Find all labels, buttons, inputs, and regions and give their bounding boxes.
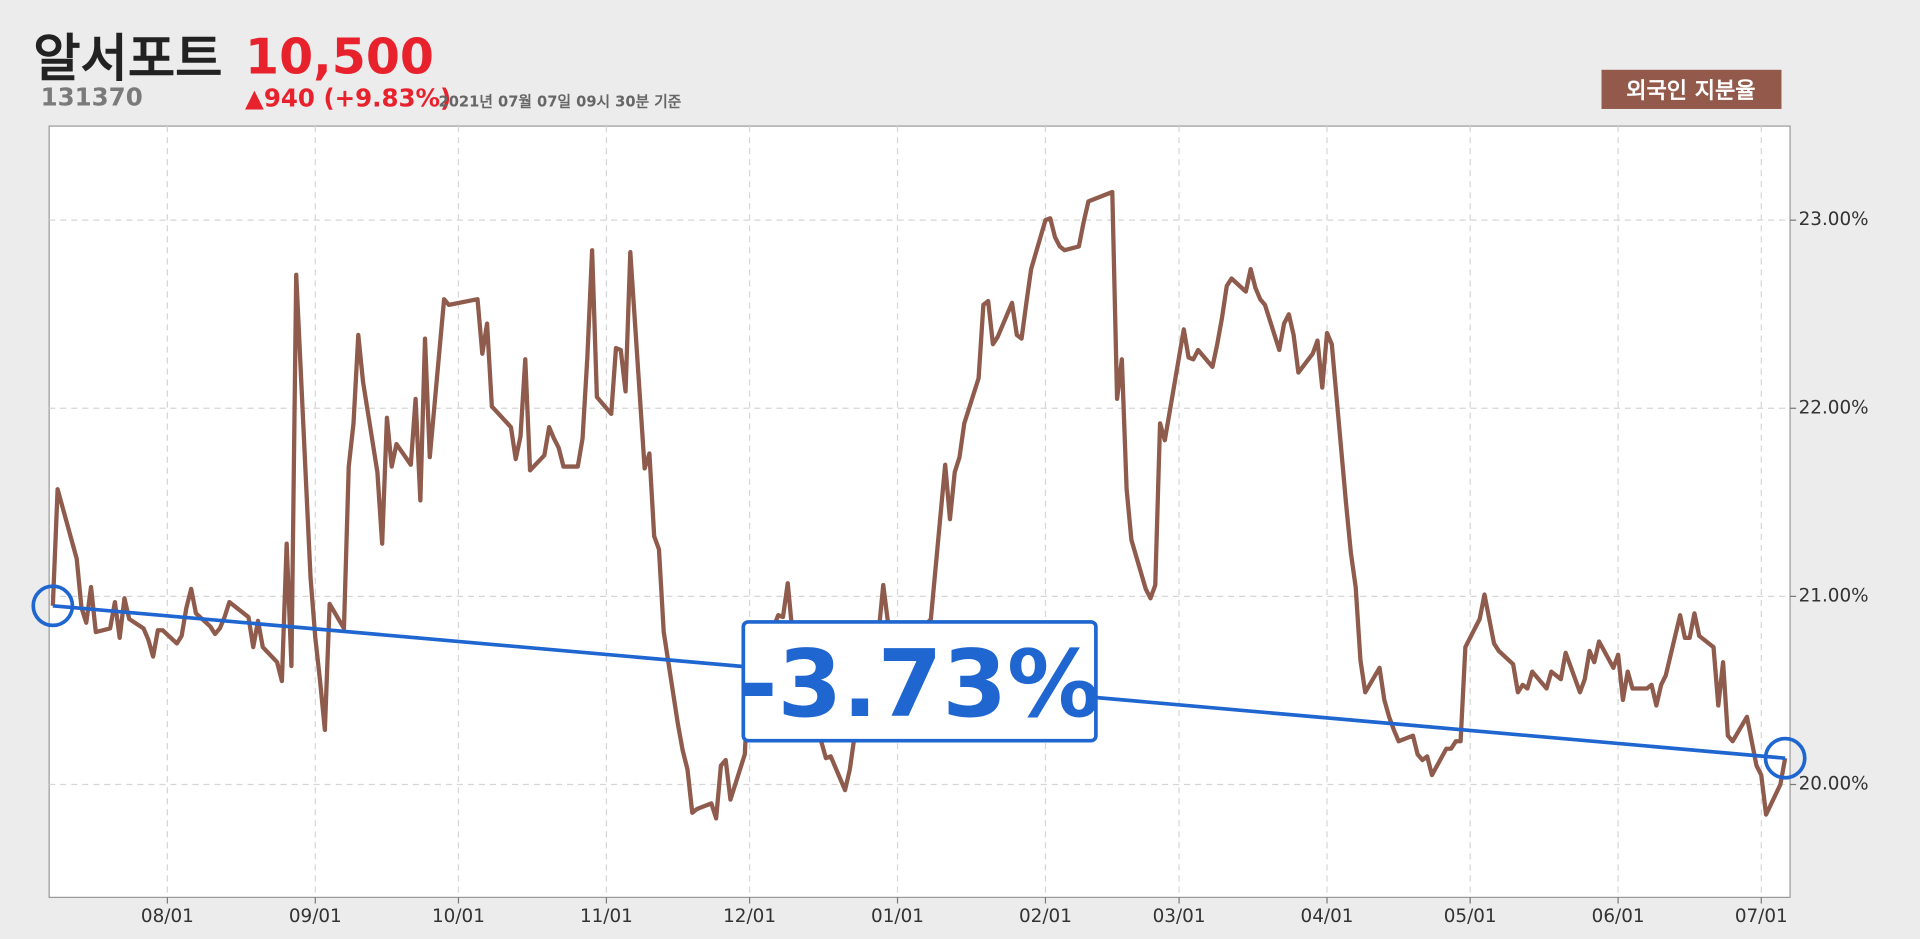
- annotation-box: [741, 620, 1098, 743]
- x-tick-label: 06/01: [1592, 906, 1645, 927]
- stock-code: 131370: [41, 82, 143, 111]
- y-tick-label: 21.00%: [1799, 585, 1869, 606]
- x-tick-label: 03/01: [1153, 906, 1206, 927]
- y-tick-label: 22.00%: [1799, 397, 1869, 418]
- y-tick-label: 23.00%: [1799, 209, 1869, 230]
- stock-price: 10,500: [245, 28, 434, 85]
- price-change: ▲940 (+9.83%): [245, 84, 451, 113]
- trend-end-marker: [1763, 736, 1807, 780]
- annotation-label: -3.73%: [739, 630, 1100, 738]
- y-tick-label: 20.00%: [1799, 774, 1869, 795]
- x-tick-label: 02/01: [1019, 906, 1072, 927]
- trend-start-marker: [31, 584, 75, 628]
- x-tick-label: 10/01: [432, 906, 485, 927]
- x-tick-label: 04/01: [1301, 906, 1354, 927]
- x-tick-label: 11/01: [580, 906, 633, 927]
- x-tick-label: 09/01: [289, 906, 342, 927]
- x-tick-label: 01/01: [871, 906, 924, 927]
- stock-name: 알서포트: [33, 29, 222, 89]
- x-tick-label: 07/01: [1735, 906, 1788, 927]
- metric-button-label[interactable]: 외국인 지분율: [1626, 79, 1755, 104]
- x-tick-label: 12/01: [723, 906, 776, 927]
- x-tick-label: 05/01: [1444, 906, 1497, 927]
- x-tick-label: 08/01: [141, 906, 194, 927]
- metric-button[interactable]: [1601, 69, 1782, 109]
- timestamp: 2021년 07월 07일 09시 30분 기준: [438, 94, 681, 111]
- plot-area: [48, 125, 1791, 898]
